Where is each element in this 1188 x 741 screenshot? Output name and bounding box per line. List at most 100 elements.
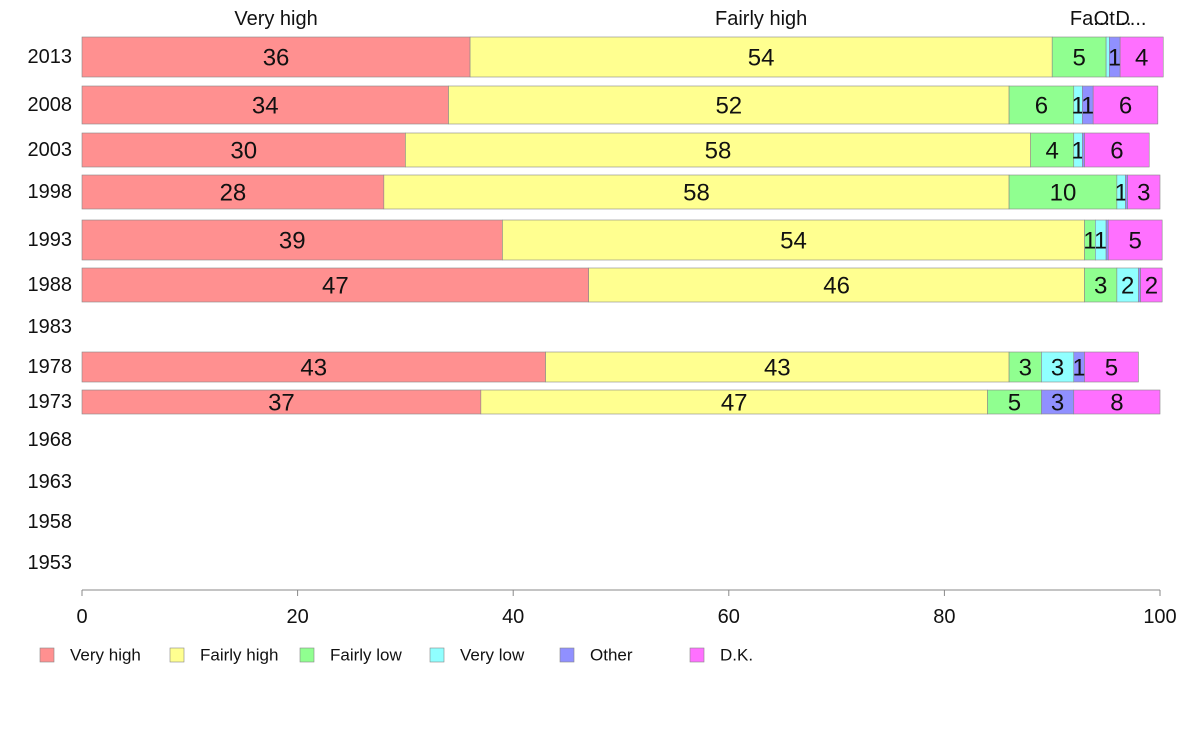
legend-swatch-fairly-high <box>169 647 185 663</box>
bar-label-1973-fairly-low: 5 <box>1008 390 1021 417</box>
bar-1973-very-high <box>81 389 482 415</box>
column-header-ot: Ot... <box>1094 8 1132 30</box>
legend-swatch-very-high <box>39 647 55 663</box>
legend-label-other: Other <box>590 646 633 665</box>
bars: 36 54 5 1 434 52 6 11 630 58 4 1 628 58 10 1 339 54 11 547 4… <box>81 36 1164 417</box>
legend-label-very-high: Very high <box>70 646 141 665</box>
bar-2003-d-k <box>1084 132 1150 168</box>
column-header-fairly-high: Fairly high <box>715 8 807 30</box>
bar-label-1988-very-high: 47 <box>322 273 349 300</box>
column-header-fa: Fa... <box>1070 8 1110 30</box>
category-label-1988: 1988 <box>28 274 73 296</box>
bar-label-1978-fairly-low: 3 <box>1019 355 1032 382</box>
category-label-2008: 2008 <box>28 94 73 116</box>
bar-label-2013-other: 1 <box>1108 45 1121 72</box>
legend-label-very-low: Very low <box>460 646 525 665</box>
bar-1978-very-low <box>1041 351 1075 383</box>
bar-label-1973-d-k: 8 <box>1110 390 1123 417</box>
bar-label-1973-other: 3 <box>1051 390 1064 417</box>
bar-label-1998-fairly-low: 10 <box>1050 180 1077 207</box>
bar-label-1988-fairly-high: 46 <box>823 273 850 300</box>
bar-label-1978-fairly-high: 43 <box>764 355 791 382</box>
category-label-1958: 1958 <box>28 511 73 533</box>
bar-2003-other <box>1082 132 1085 168</box>
category-label-1973: 1973 <box>28 391 73 413</box>
x-tick-label-0: 0 <box>76 606 87 628</box>
bar-2008-fairly-low <box>1008 85 1075 125</box>
bar-1988-other <box>1138 267 1141 303</box>
x-tick-label-60: 60 <box>718 606 740 628</box>
bar-1988-fairly-low <box>1084 267 1118 303</box>
bar-label-2008-fairly-high: 52 <box>715 93 742 120</box>
x-tick-label-100: 100 <box>1143 606 1176 628</box>
bar-label-1978-d-k: 5 <box>1105 355 1118 382</box>
bar-1978-d-k <box>1084 351 1139 383</box>
bar-1993-fairly-high <box>502 219 1085 261</box>
category-label-1968: 1968 <box>28 429 73 451</box>
bar-label-1998-very-high: 28 <box>220 180 247 207</box>
bar-label-2003-fairly-low: 4 <box>1046 138 1059 165</box>
bar-label-1993-fairly-high: 54 <box>780 228 807 255</box>
bar-label-1988-d-k: 2 <box>1145 273 1158 300</box>
x-tick-label-40: 40 <box>502 606 524 628</box>
bar-label-1988-fairly-low: 3 <box>1094 273 1107 300</box>
category-label-2013: 2013 <box>28 46 73 68</box>
bar-label-1993-very-high: 39 <box>279 228 306 255</box>
bar-2013-d-k <box>1119 36 1164 78</box>
bar-label-2013-very-high: 36 <box>263 45 290 72</box>
category-label-2003: 2003 <box>28 139 73 161</box>
bar-label-2008-fairly-low: 6 <box>1035 93 1048 120</box>
bar-1978-very-high <box>81 351 546 383</box>
bar-label-1993-fairly-low: 1 <box>1083 228 1096 255</box>
bar-2003-very-high <box>81 132 406 168</box>
legend-swatch-very-low <box>429 647 445 663</box>
bar-label-2008-other: 1 <box>1081 93 1094 120</box>
category-label-1963: 1963 <box>28 471 73 493</box>
legend-label-fairly-high: Fairly high <box>200 646 278 665</box>
bar-1988-d-k <box>1140 267 1163 303</box>
bar-1973-fairly-high <box>480 389 988 415</box>
bar-label-1988-very-low: 2 <box>1121 273 1134 300</box>
bar-2003-fairly-low <box>1030 132 1075 168</box>
bar-label-1993-d-k: 5 <box>1129 228 1142 255</box>
bar-1988-very-high <box>81 267 589 303</box>
x-tick-label-20: 20 <box>286 606 308 628</box>
category-label-1983: 1983 <box>28 316 73 338</box>
bar-label-1978-other: 1 <box>1072 355 1085 382</box>
bar-2008-fairly-high <box>448 85 1010 125</box>
bar-label-1973-fairly-high: 47 <box>721 390 748 417</box>
bar-label-2003-very-high: 30 <box>230 138 257 165</box>
bar-1993-very-high <box>81 219 503 261</box>
bar-2008-very-high <box>81 85 449 125</box>
bar-label-2003-fairly-high: 58 <box>705 138 732 165</box>
bar-1993-d-k <box>1107 219 1163 261</box>
category-label-1953: 1953 <box>28 552 73 574</box>
bar-label-1973-very-high: 37 <box>268 390 295 417</box>
category-label-1998: 1998 <box>28 181 73 203</box>
bar-label-2008-very-high: 34 <box>252 93 279 120</box>
bar-label-1978-very-low: 3 <box>1051 355 1064 382</box>
bar-1998-other <box>1125 174 1128 210</box>
bar-2013-very-high <box>81 36 471 78</box>
bar-label-1993-very-low: 1 <box>1094 228 1107 255</box>
bar-label-1978-very-high: 43 <box>300 355 327 382</box>
bar-label-2013-d-k: 4 <box>1135 45 1148 72</box>
bar-2008-d-k <box>1092 85 1159 125</box>
bar-1973-fairly-low <box>987 389 1042 415</box>
category-labels: 2013 2008 2003 1998 1993 1988 1983 1978 1973 1968… <box>28 46 73 574</box>
category-label-1993: 1993 <box>28 229 73 251</box>
bar-label-2013-fairly-low: 5 <box>1072 45 1085 72</box>
category-label-1978: 1978 <box>28 356 73 378</box>
bar-1998-fairly-low <box>1008 174 1118 210</box>
column-header-very-high: Very high <box>234 8 317 30</box>
bar-label-2003-d-k: 6 <box>1110 138 1123 165</box>
bar-1973-d-k <box>1073 389 1161 415</box>
bar-label-2003-very-low: 1 <box>1071 138 1084 165</box>
bar-label-2008-very-low: 1 <box>1071 93 1084 120</box>
bar-1998-d-k <box>1127 174 1161 210</box>
bar-label-2008-d-k: 6 <box>1119 93 1132 120</box>
bar-label-2013-fairly-high: 54 <box>748 45 775 72</box>
x-tick-label-80: 80 <box>933 606 955 628</box>
